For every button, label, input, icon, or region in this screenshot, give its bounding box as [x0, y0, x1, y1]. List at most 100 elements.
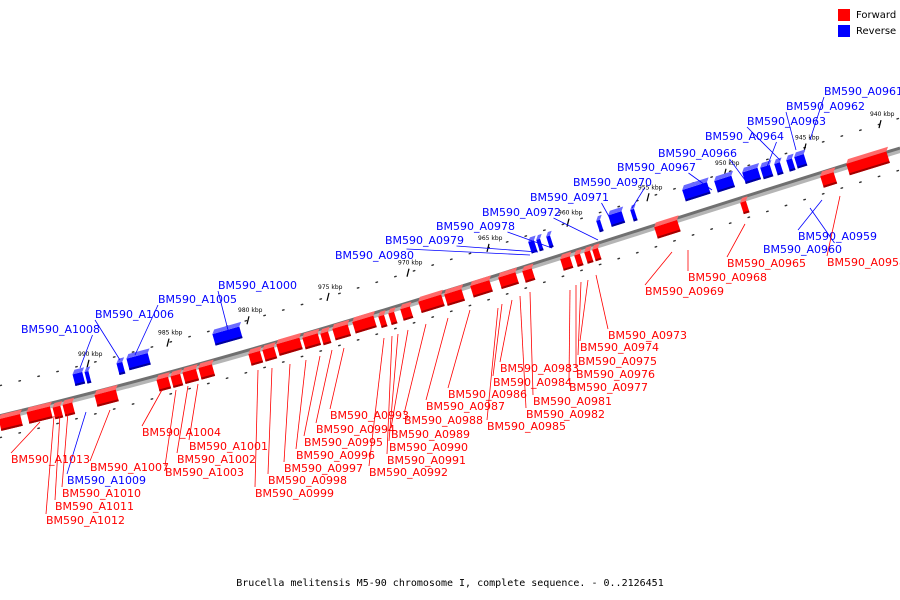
tick-label: 945 kbp [795, 135, 820, 142]
gene-label: BM590_A0958 [827, 256, 900, 269]
gene-label: BM590_A1002 [177, 453, 256, 466]
gene-label: BM590_A0964 [705, 130, 784, 143]
gene-label: BM590_A0967 [617, 161, 696, 174]
gene-leader-line [529, 291, 534, 396]
gene-label: BM590_A0970 [573, 176, 652, 189]
forward-gene [0, 409, 23, 431]
forward-gene [26, 401, 53, 424]
gene-label: BM590_A0990 [389, 441, 468, 454]
gene-label: BM590_A0996 [296, 449, 375, 462]
gene-leader-line [595, 274, 609, 330]
gene-label: BM590_A0971 [530, 191, 609, 204]
legend-forward-label: Forward [856, 9, 897, 21]
gene-label: BM590_A1003 [165, 466, 244, 479]
tick-mark [326, 292, 330, 301]
gene-label: BM590_A1005 [158, 293, 237, 306]
forward-gene [388, 307, 398, 326]
gene-label: BM590_A0994 [316, 423, 395, 436]
gene-label: BM590_A0969 [645, 285, 724, 298]
gene-label: BM590_A0961 [824, 85, 900, 98]
reverse-gene [682, 177, 711, 202]
gene-leader-line [283, 363, 291, 463]
forward-gene [654, 215, 681, 239]
gene-label: BM590_A0985 [487, 420, 566, 433]
reverse-gene [212, 321, 243, 346]
gene-leader-line [726, 223, 746, 258]
gene-leader-line [79, 334, 93, 369]
gene-leader-line [785, 111, 797, 151]
gene-leader-line [188, 383, 199, 441]
gene-label: BM590_A0973 [608, 329, 687, 342]
gene-leader-line [54, 413, 61, 501]
gene-label: BM590_A0978 [436, 220, 515, 233]
gene-label: BM590_A0998 [268, 474, 347, 487]
gene-label: BM590_A0959 [798, 230, 877, 243]
gene-label: BM590_A1013 [11, 453, 90, 466]
gene-leader-line [456, 245, 539, 253]
gene-leader-line [94, 319, 121, 361]
gene-leader-line [577, 281, 582, 356]
gene-leader-line [406, 248, 531, 256]
gene-leader-line [390, 329, 409, 429]
gene-label: BM590_A0980 [335, 249, 414, 262]
gene-label: BM590_A0981 [533, 395, 612, 408]
tick-label: 940 kbp [870, 111, 895, 118]
reverse-gene [84, 366, 92, 384]
gene-label: BM590_A0995 [304, 436, 383, 449]
gene-leader-line [746, 126, 781, 161]
reverse-gene [116, 357, 126, 376]
forward-gene [352, 310, 377, 334]
reverse-gene [608, 206, 626, 227]
forward-gene [444, 284, 465, 306]
gene-leader-line [217, 290, 229, 331]
gene-label: BM590_A0972 [482, 206, 561, 219]
tick-mark [246, 316, 250, 325]
reverse-gene [786, 153, 796, 172]
gene-leader-line [499, 299, 513, 363]
gene-leader-line [764, 141, 777, 173]
gene-label: BM590_A0960 [763, 243, 842, 256]
reverse-gene [536, 233, 544, 252]
gene-leader-line [388, 333, 399, 442]
reverse-gene [596, 214, 604, 233]
forward-gene [182, 364, 200, 385]
gene-leader-line [254, 369, 259, 488]
gene-leader-line [425, 317, 449, 401]
forward-gene [262, 342, 278, 362]
tick-mark [646, 193, 650, 202]
gene-leader-line [486, 307, 499, 421]
gene-label: BM590_A1004 [142, 426, 221, 439]
gene-leader-line [809, 207, 835, 244]
tick-mark [86, 359, 90, 368]
gene-leader-line [329, 347, 345, 410]
gene-leader-line [729, 158, 746, 181]
reverse-gene [714, 170, 735, 193]
forward-gene [584, 245, 594, 264]
gene-label: BM590_A0974 [580, 341, 659, 354]
tick-label: 985 kbp [158, 330, 183, 337]
reverse-gene [630, 204, 638, 222]
gene-leader-line [134, 304, 159, 356]
gene-leader-line [386, 335, 393, 455]
gene-leader-line [267, 367, 273, 475]
reverse-gene [546, 230, 554, 249]
gene-label: BM590_A0997 [284, 462, 363, 475]
forward-gene [522, 263, 536, 283]
tick-mark [878, 120, 882, 129]
gene-leader-line [644, 251, 673, 286]
tick-label: 970 kbp [398, 260, 423, 267]
gene-label: BM590_A0975 [578, 355, 657, 368]
reverse-gene [126, 348, 151, 371]
gene-leader-line [303, 355, 321, 437]
gene-label: BM590_A1006 [95, 308, 174, 321]
gene-leader-line [164, 389, 177, 467]
gene-label: BM590_A0988 [404, 414, 483, 427]
gene-label: BM590_A1012 [46, 514, 125, 527]
gene-label: BM590_A0992 [369, 466, 448, 479]
gene-label: BM590_A1001 [189, 440, 268, 453]
forward-gene [170, 369, 184, 388]
gene-leader-line [507, 231, 553, 249]
gene-label: BM590_A0989 [391, 428, 470, 441]
gene-leader-line [315, 349, 333, 424]
